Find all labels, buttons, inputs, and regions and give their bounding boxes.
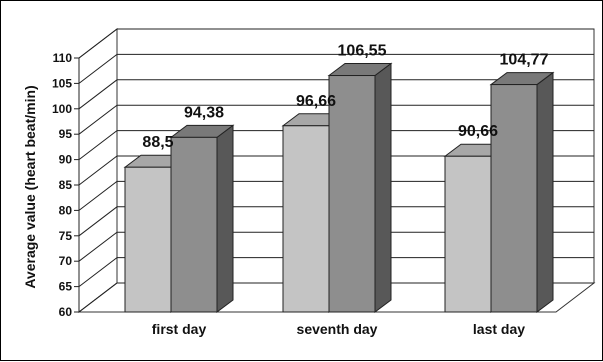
category-label: last day [473,321,525,337]
bar-front [490,84,538,313]
gridline [78,53,594,84]
bar-side [374,62,392,313]
bar [489,71,555,313]
bar-front [124,166,172,313]
gridline [78,257,594,287]
bar-front [444,155,492,313]
data-label: 90,66 [458,123,498,140]
y-tick-label: 80 [59,203,73,217]
y-tick-label: 75 [59,229,73,243]
gridline [78,79,594,110]
bar-front [328,75,376,313]
y-tick-label: 65 [59,280,73,294]
data-label: 96,66 [296,93,336,110]
bar-side [216,124,234,313]
data-label: 88,5 [142,134,173,151]
gridline [78,180,594,211]
gridline [78,231,594,262]
bar [169,124,235,313]
category-label: seventh day [297,321,378,337]
y-tick-label: 110 [53,51,73,65]
gridline [78,104,594,135]
bars [123,62,555,313]
y-tick-label: 70 [59,254,73,268]
gridline [78,130,594,160]
gridline [78,206,594,237]
data-label: 106,55 [338,43,387,60]
y-tick-label: 100 [52,102,72,116]
gridline [78,28,594,59]
bar-side [536,71,554,313]
y-axis-ticks: 60 65 70 75 80 85 90 95 100 105 110 [52,51,80,319]
y-tick-label: 105 [52,76,72,90]
gridline [78,282,594,313]
x-axis-categories: first day seventh day last day [152,321,526,337]
gridlines [78,28,594,313]
bar-front [170,136,218,313]
y-tick-label: 90 [59,153,73,167]
data-label: 104,77 [500,52,549,69]
y-tick-label: 60 [59,305,73,319]
category-label: first day [152,321,207,337]
bar [327,62,393,313]
y-tick-label: 95 [59,127,73,141]
y-axis-label: Average value (heart beat/min) [22,85,38,288]
gridline [78,155,594,186]
bar-front [282,125,330,313]
data-labels: 88,5 94,38 96,66 106,55 90,66 104,77 [142,43,548,152]
data-label: 94,38 [184,104,224,121]
y-tick-label: 85 [59,178,73,192]
